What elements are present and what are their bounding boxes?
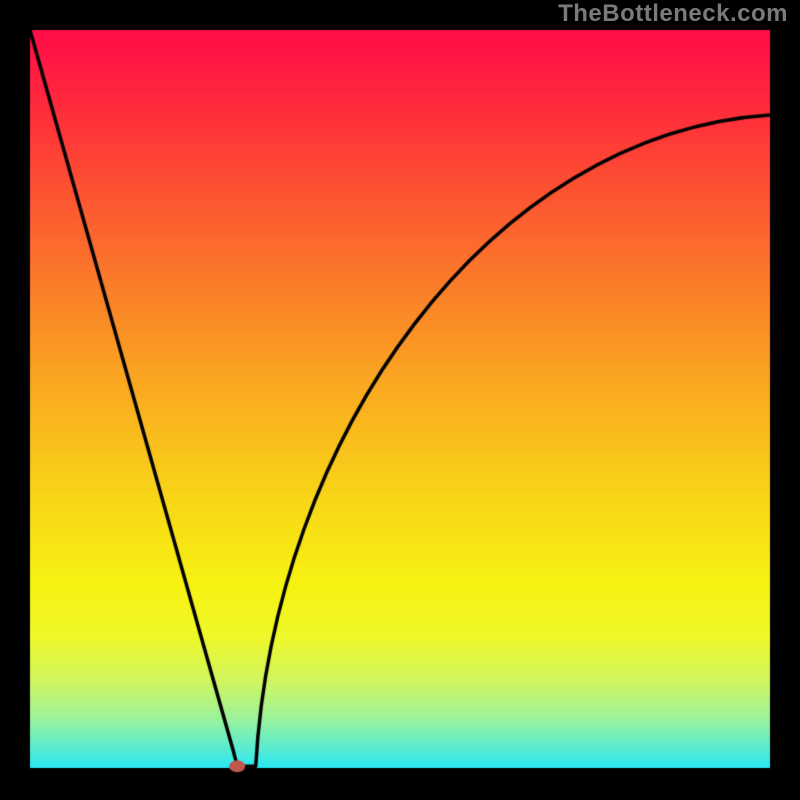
chart-container: TheBottleneck.com bbox=[0, 0, 800, 800]
bottleneck-chart-canvas bbox=[0, 0, 800, 800]
watermark-text: TheBottleneck.com bbox=[558, 0, 788, 28]
